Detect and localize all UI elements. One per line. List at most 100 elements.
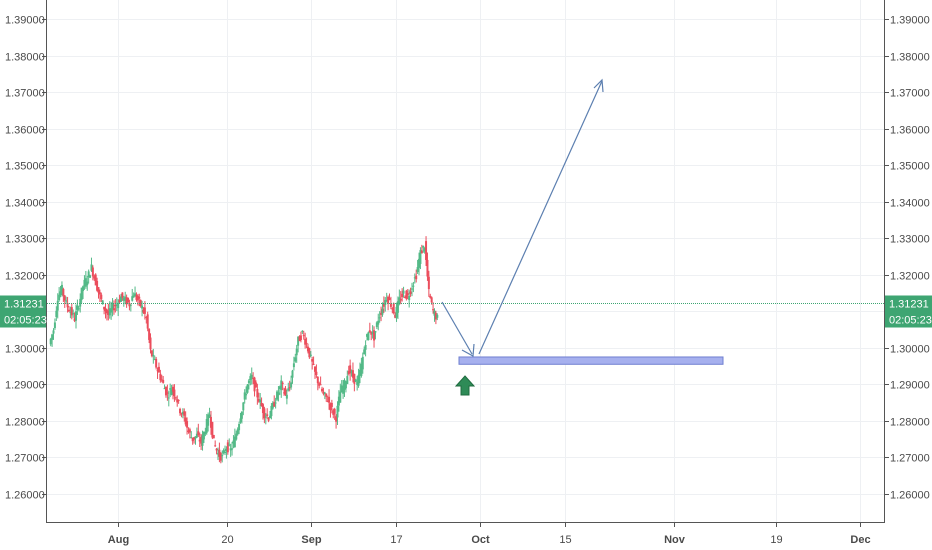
candle-body	[305, 342, 308, 344]
candle-body	[344, 382, 347, 389]
candle-body	[169, 388, 172, 390]
candle-body	[134, 293, 137, 297]
candle-body	[180, 413, 183, 415]
candle-body	[354, 379, 357, 382]
y-tick-label: 1.39000	[5, 15, 45, 27]
candle-body	[229, 448, 232, 451]
y-tick-label: 1.28000	[890, 417, 930, 429]
candle-body	[418, 258, 421, 268]
candle-body	[143, 307, 146, 314]
candle-body	[339, 391, 342, 403]
candle-body	[257, 399, 260, 402]
candle-body	[309, 354, 312, 357]
candle-body	[150, 350, 153, 357]
candle-body	[111, 303, 114, 310]
y-tick-label: 1.27000	[5, 453, 45, 465]
candle-body	[304, 338, 307, 345]
candle-body	[382, 303, 385, 307]
candle-body	[246, 384, 249, 393]
candle-body	[152, 354, 155, 357]
y-tick-label: 1.27000	[890, 453, 930, 465]
candle-body	[367, 332, 370, 341]
candle-body	[115, 304, 118, 306]
support-zone-rectangle[interactable]	[458, 356, 724, 365]
y-tick-label: 1.29000	[890, 380, 930, 392]
countdown-label: 02:05:23	[4, 315, 47, 327]
y-tick-label: 1.36000	[5, 125, 45, 137]
candle-body	[318, 383, 321, 386]
candle-body	[83, 279, 86, 287]
candle-body	[412, 285, 415, 287]
candle-body	[294, 357, 297, 362]
candle-body	[89, 275, 92, 278]
candle-body	[52, 330, 55, 334]
candle-body	[236, 429, 239, 435]
down-arrow-shaft	[441, 301, 473, 355]
candle-body	[432, 309, 435, 311]
candle-body	[301, 330, 304, 332]
projection-arrows[interactable]	[441, 78, 604, 357]
right-price-axis[interactable]: 1.260001.270001.280001.290001.300001.310…	[884, 15, 930, 502]
candle-body	[146, 314, 149, 329]
up-arrow-head	[593, 78, 604, 93]
candle-body	[204, 431, 207, 435]
y-tick-label: 1.32000	[5, 271, 45, 283]
candle-body	[332, 410, 335, 415]
down-arrow-head	[461, 343, 475, 357]
candle-body	[124, 296, 127, 301]
candle-body	[250, 374, 253, 379]
arrow-up-marker-icon[interactable]	[454, 375, 476, 396]
price-tag-label: 1.31231	[4, 299, 44, 311]
candle-body	[295, 348, 298, 356]
candle-body	[155, 358, 158, 368]
candle-body	[264, 416, 267, 418]
candle-body	[240, 411, 243, 419]
candle-body	[423, 248, 426, 252]
left-price-axis[interactable]: 1.260001.270001.280001.290001.300001.310…	[5, 15, 46, 502]
time-axis[interactable]: Aug 20 Sep 17 Oct 15 Nov 19 Dec	[108, 522, 871, 546]
candle-body	[160, 379, 163, 381]
candle-body	[259, 399, 262, 403]
candle-body	[281, 382, 284, 385]
candle-body	[100, 294, 103, 300]
candle-body	[167, 397, 170, 399]
candle-body	[174, 397, 177, 399]
candle-body	[375, 322, 378, 328]
candle-body	[97, 287, 100, 293]
candle-body	[226, 442, 229, 453]
candle-body	[378, 317, 381, 319]
y-tick-label: 1.37000	[890, 88, 930, 100]
candle-body	[312, 363, 315, 365]
candle-body	[104, 308, 107, 312]
candle-body	[188, 429, 191, 433]
grid-lines	[47, 0, 884, 522]
candle-body	[191, 437, 194, 442]
candle-body	[391, 308, 394, 310]
candle-body	[247, 380, 250, 384]
candle-body	[316, 376, 319, 384]
candle-body	[343, 380, 346, 390]
candle-body	[233, 436, 236, 448]
candle-body	[82, 286, 85, 292]
candle-body	[79, 298, 82, 307]
candle-body	[356, 381, 359, 385]
y-tick-label: 1.33000	[5, 234, 45, 246]
candle-body	[69, 312, 72, 314]
price-tags: 1.31231 02:05:23 1.31231 02:05:23	[0, 295, 932, 328]
candle-body	[425, 241, 428, 260]
candle-body	[288, 387, 291, 389]
countdown-tag	[0, 311, 46, 328]
x-tick-label: Oct	[471, 534, 490, 546]
candle-body	[319, 384, 322, 386]
candle-body	[186, 421, 189, 428]
candle-body	[388, 298, 391, 300]
candle-body	[221, 455, 224, 457]
candle-body	[381, 308, 384, 315]
candle-body	[358, 370, 361, 376]
candle-body	[132, 295, 135, 298]
candle-body	[135, 295, 138, 300]
candle-body	[394, 314, 397, 318]
candle-body	[142, 309, 145, 313]
candle-body	[403, 296, 406, 298]
